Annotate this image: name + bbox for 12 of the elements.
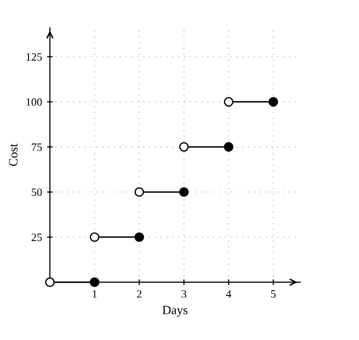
x-tick-label: 4 <box>226 290 232 298</box>
x-tick-label: 3 <box>182 290 186 298</box>
x-tick-label: 2 <box>136 290 142 298</box>
y-axis-title: Cost <box>9 144 18 166</box>
y-tick-label: 100 <box>26 98 42 106</box>
y-tick-label: 125 <box>26 53 42 61</box>
y-tick-label: 50 <box>32 188 42 196</box>
y-tick-label: 75 <box>32 144 42 151</box>
x-tick-label: 5 <box>271 290 276 298</box>
x-tick-label: 1 <box>92 290 97 298</box>
x-axis-title: Days <box>162 306 188 317</box>
y-tick-label: 25 <box>32 234 42 242</box>
